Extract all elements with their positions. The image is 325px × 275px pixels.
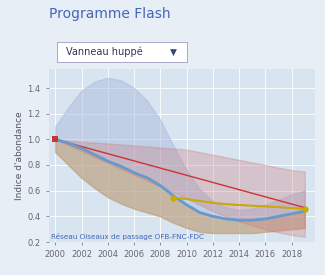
Text: Programme Flash: Programme Flash	[49, 7, 170, 21]
Text: Vanneau huppé: Vanneau huppé	[66, 47, 143, 57]
Y-axis label: Indice d'abondance: Indice d'abondance	[15, 111, 24, 200]
Text: Réseau Oiseaux de passage OFB-FNC-FDC: Réseau Oiseaux de passage OFB-FNC-FDC	[51, 233, 204, 240]
Text: ▼: ▼	[170, 48, 177, 56]
